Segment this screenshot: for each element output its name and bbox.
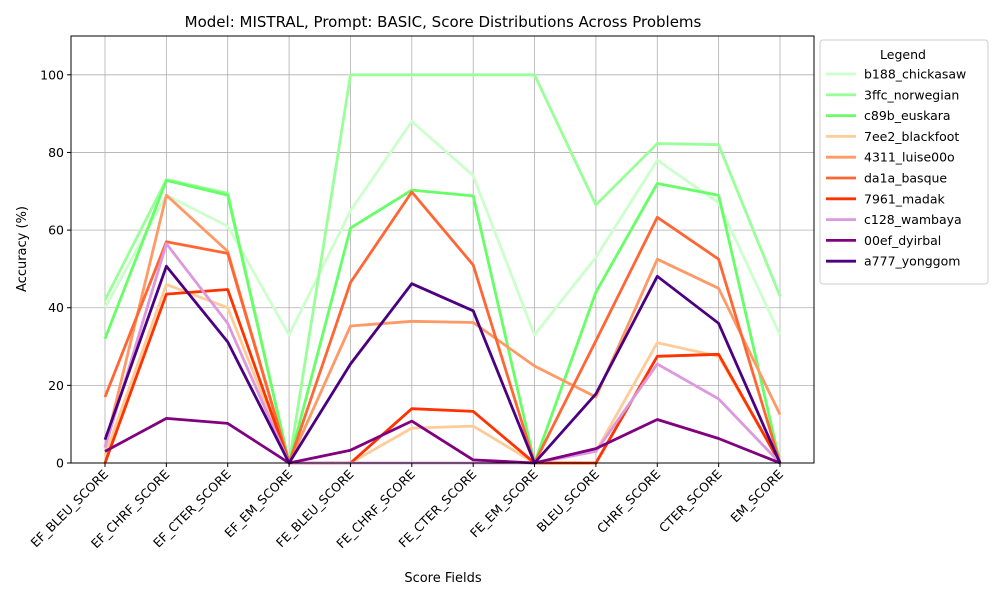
y-tick-label: 20 [48,378,64,393]
series-line-7961_madak [103,288,782,465]
legend-entry: 3ffc_norwegian [864,87,959,102]
legend-box [819,39,989,285]
legend-entry: 4311_luise00o [864,150,955,165]
plot-frame [70,35,815,464]
series-line-7ee2_blackfoot [103,282,782,465]
legend-title: Legend [880,47,926,62]
legend-entry: 7961_madak [864,191,945,206]
legend-entry: b188_chickasaw [864,67,966,82]
series-layer [103,73,782,465]
x-tick-label: CTER_SCORE [656,466,725,535]
x-tick-label: BLEU_SCORE [533,466,602,535]
chart-title: Model: MISTRAL, Prompt: BASIC, Score Dis… [185,13,702,31]
legend-entry: c128_wambaya [864,212,962,227]
y-tick-label: 0 [56,456,64,471]
series-line-3ffc_norwegian [103,73,782,465]
y-axis: 0 20 40 60 80 100 [40,67,71,471]
series-line-b188_chickasaw [103,120,782,337]
x-tick-label: CHRF_SCORE [594,466,664,536]
y-axis-label: Accuracy (%) [15,206,30,292]
legend-entry: c89b_euskara [864,108,951,123]
y-tick-label: 40 [48,300,64,315]
y-tick-label: 80 [48,145,64,160]
series-line-c89b_euskara [103,178,782,465]
legend-entry: da1a_basque [864,171,947,186]
legend-entry: 00ef_dyirbal [864,233,941,248]
series-line-da1a_basque [103,190,782,465]
series-line-00ef_dyirbal [104,416,781,465]
y-tick-label: 60 [48,223,64,238]
y-tick-label: 100 [40,67,64,82]
legend-entry: a777_yonggom [864,254,960,269]
legend: Legend b188_chickasaw 3ffc_norwegian c89b_… [819,39,989,285]
x-axis-label: Score Fields [404,571,482,586]
x-axis: EF_BLEU_SCOREEF_CHRF_SCOREEF_CTER_SCOREE… [27,463,786,551]
x-tick-label: EM_SCORE [727,466,786,525]
series-line-a777_yonggom [103,264,782,465]
legend-entry: 7ee2_blackfoot [864,129,959,144]
series-line-c128_wambaya [103,242,782,465]
series-line-4311_luise00o [103,193,782,465]
